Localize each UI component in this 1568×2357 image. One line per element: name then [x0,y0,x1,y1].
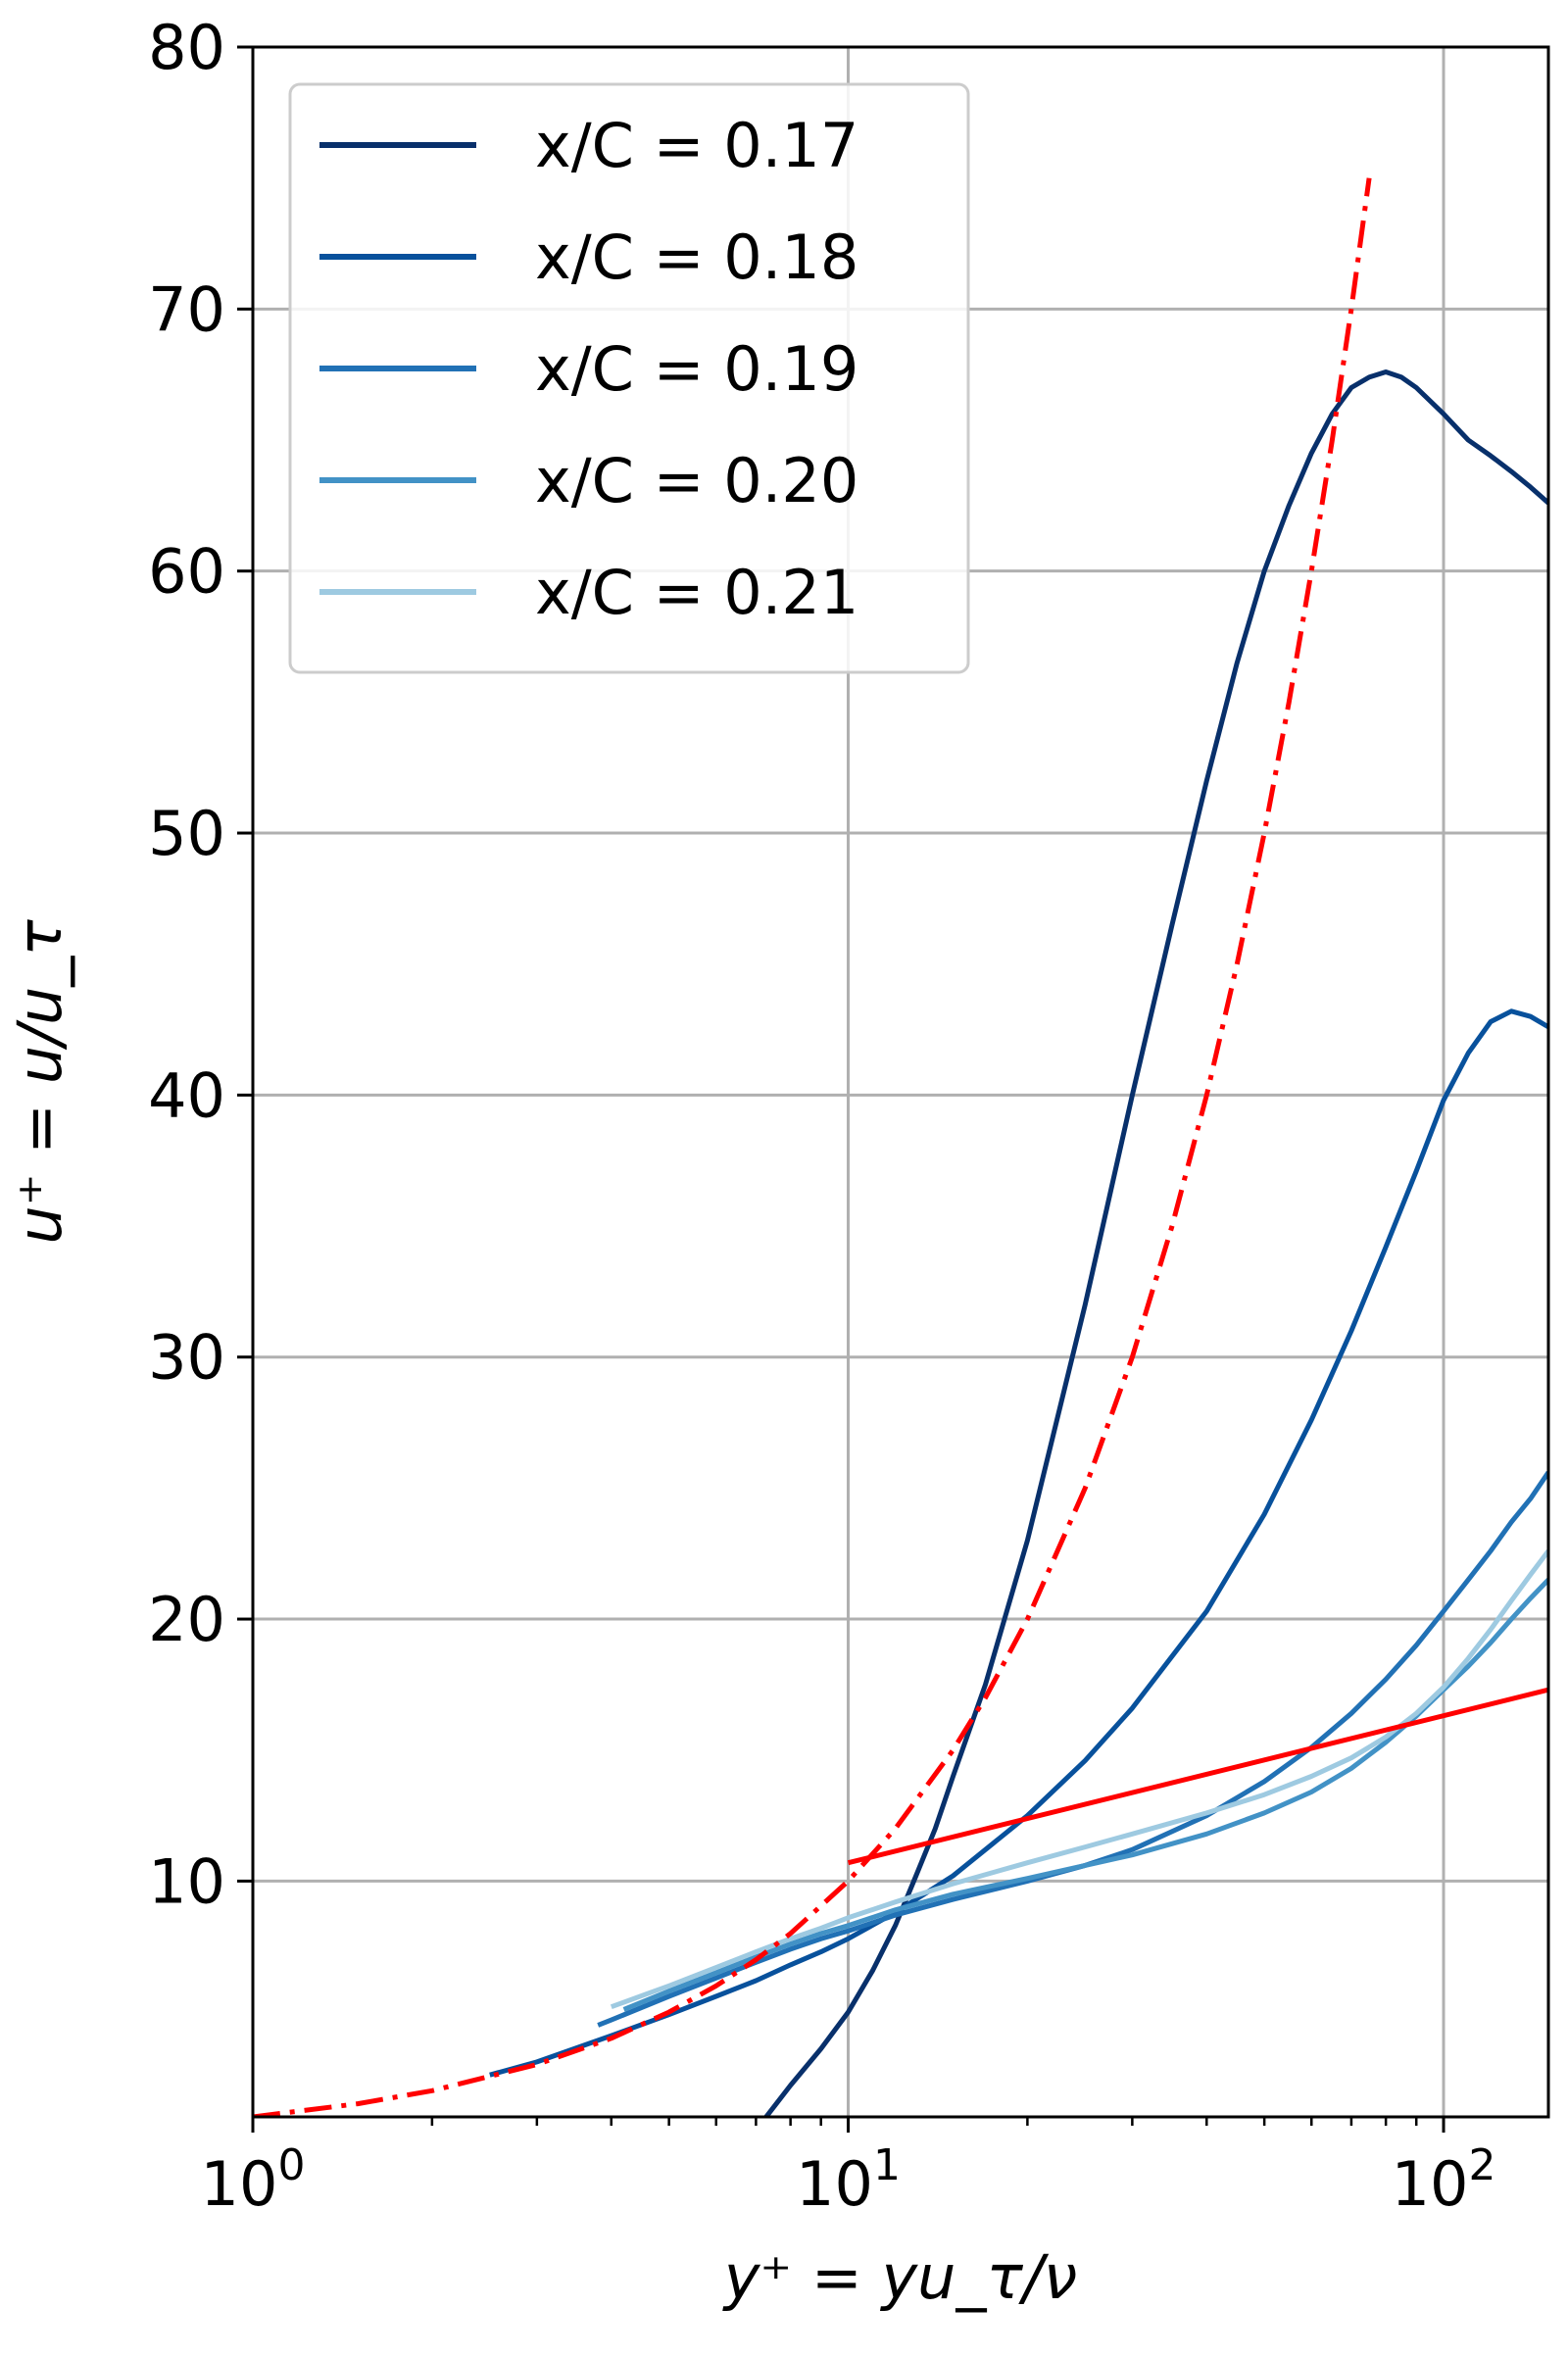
series-line-4 [610,1548,1548,2010]
x-tick-label: 101 [796,2140,901,2220]
legend-label: x/C = 0.18 [535,221,858,293]
y-tick-label: 40 [148,1059,225,1131]
ticks [237,45,1446,2133]
y-tick-label: 10 [148,1845,225,1917]
x-tick-label: 102 [1392,2140,1496,2220]
series-line-0 [762,369,1548,2117]
plot-area [253,177,1548,2117]
x-tick-labels: 100 101 102 [201,2140,1496,2220]
y-tick-label: 20 [148,1584,225,1655]
series-line-1 [489,1008,1548,2078]
legend: x/C = 0.17 x/C = 0.18 x/C = 0.19 x/C = 0.20… [288,82,970,674]
legend-label: x/C = 0.19 [535,333,858,405]
x-tick-label: 100 [201,2140,306,2220]
y-axis-label: u⁺ = u/u_τ [4,919,75,1245]
y-tick-label: 30 [148,1322,225,1394]
y-tick-label: 70 [148,273,225,345]
legend-label: x/C = 0.17 [535,110,858,181]
x-axis-label: y⁺ = yu_τ/ν [722,2241,1078,2313]
reference-curve-linear [253,177,1372,2117]
y-tick-label: 50 [148,798,225,869]
reference-curve-log-law [847,1687,1548,1866]
legend-box [288,82,970,674]
y-tick-label: 60 [148,536,225,608]
axes-frame [251,45,1550,2119]
legend-label: x/C = 0.20 [535,445,858,516]
legend-label: x/C = 0.21 [535,557,858,628]
series-line-3 [622,1578,1548,2012]
y-tick-labels: 10 20 30 40 50 60 70 80 [148,12,225,1917]
y-tick-label: 80 [148,12,225,83]
